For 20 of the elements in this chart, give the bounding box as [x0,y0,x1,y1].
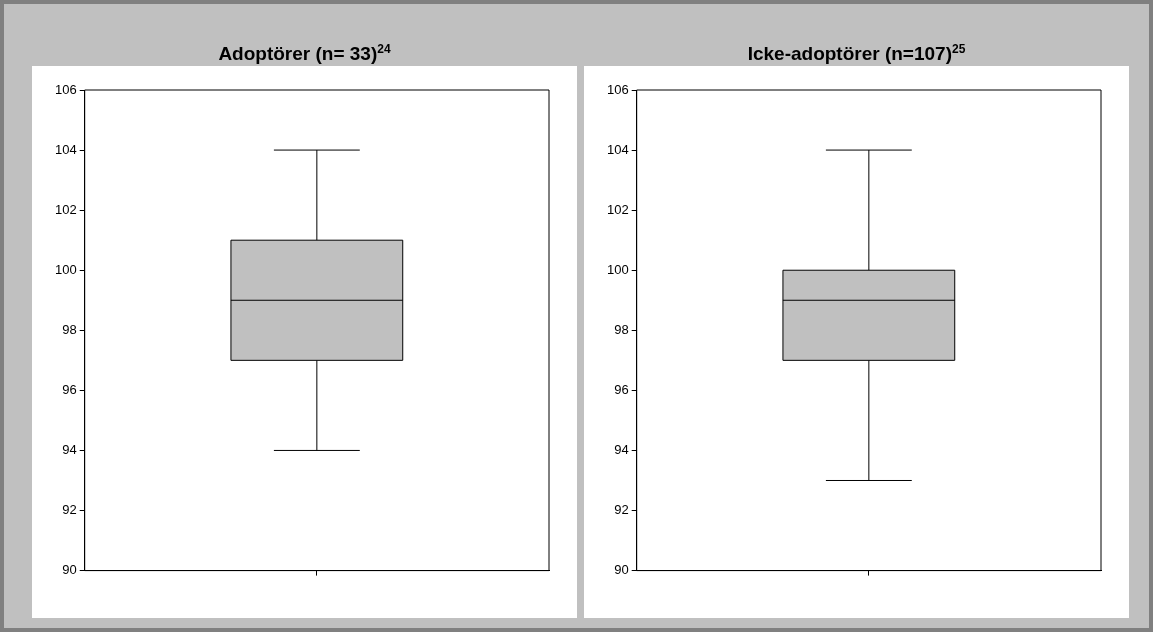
y-tick-label: 96 [62,381,77,397]
y-tick-label: 100 [606,261,629,277]
chart-title: Icke-adoptörer (n=107)$^{25}$ [746,41,967,66]
y-tick-label: 104 [606,141,629,157]
y-tick-label: 94 [614,442,629,458]
y-tick-label: 90 [62,562,77,578]
y-tick-label: 98 [614,321,629,337]
chart-title: Adoptörer (n= 33)$^{24}$ [217,41,392,66]
y-tick-label: 98 [62,321,77,337]
y-tick-label: 96 [614,381,629,397]
y-tick-label: 92 [62,502,77,518]
y-tick-label: 102 [54,201,77,217]
y-tick-label: 100 [54,261,77,277]
y-tick-label: 106 [606,81,629,97]
y-tick-label: 94 [62,442,77,458]
y-tick-label: 104 [54,141,77,157]
y-tick-label: 92 [614,502,629,518]
y-tick-label: 102 [606,201,629,217]
y-tick-label: 106 [54,81,77,97]
y-tick-label: 90 [614,562,629,578]
